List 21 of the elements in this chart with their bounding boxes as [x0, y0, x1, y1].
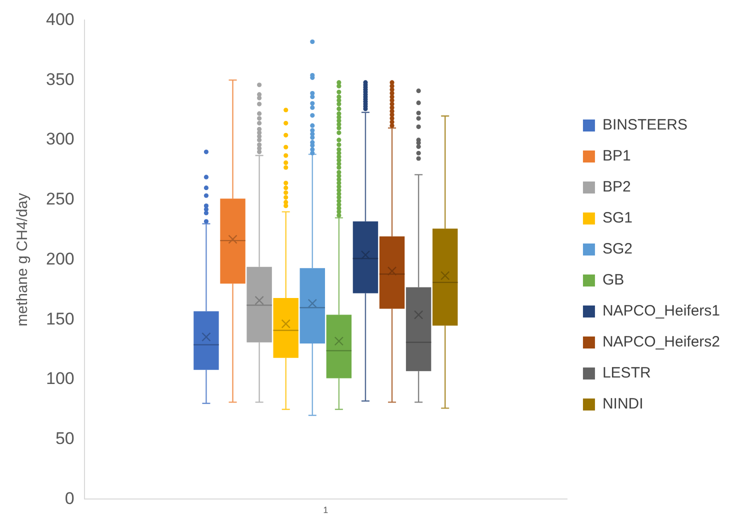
y-tick-label: 350 [46, 70, 74, 89]
legend-label: NAPCO_Heifers2 [602, 334, 720, 351]
y-tick-label: 100 [46, 369, 74, 388]
legend-label: NINDI [602, 396, 644, 413]
y-tick-label: 400 [46, 10, 74, 29]
y-tick-label: 250 [46, 190, 74, 209]
legend-label: NAPCO_Heifers1 [602, 302, 720, 320]
legend-label: LESTR [602, 364, 651, 382]
legend-label: BP2 [602, 178, 631, 196]
legend-label: BP1 [602, 148, 631, 165]
legend-label: SG1 [602, 210, 632, 227]
x-tick-label: 1 [323, 505, 328, 516]
legend-label: GB [602, 272, 624, 289]
y-axis-title: methane g CH4/day [14, 192, 32, 326]
y-tick-label: 300 [46, 130, 74, 149]
y-tick-label: 0 [64, 488, 74, 508]
y-tick-label: 200 [46, 249, 74, 268]
y-tick-label: 150 [46, 309, 74, 328]
legend-label: SG2 [602, 240, 632, 258]
legend-label: BINSTEERS [602, 116, 688, 134]
y-tick-label: 50 [55, 429, 74, 448]
